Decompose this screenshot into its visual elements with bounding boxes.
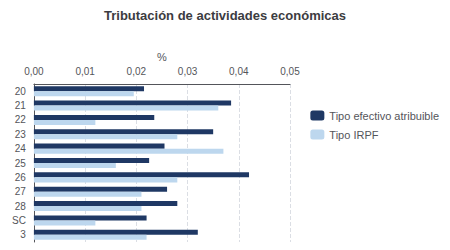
svg-text:3: 3	[20, 229, 26, 240]
svg-text:Tributación de actividades eco: Tributación de actividades económicas	[104, 8, 346, 23]
svg-text:27: 27	[15, 186, 27, 197]
svg-text:24: 24	[15, 143, 27, 154]
svg-text:%: %	[157, 51, 167, 63]
svg-text:26: 26	[15, 172, 27, 183]
svg-text:28: 28	[15, 201, 27, 212]
svg-text:Tipo efectivo atribuible: Tipo efectivo atribuible	[329, 110, 439, 122]
svg-text:0,00: 0,00	[24, 66, 44, 77]
svg-text:20: 20	[15, 86, 27, 97]
svg-text:0,01: 0,01	[75, 66, 95, 77]
svg-text:0,05: 0,05	[280, 66, 300, 77]
svg-text:SC: SC	[12, 215, 26, 226]
svg-text:0,02: 0,02	[127, 66, 147, 77]
svg-text:0,03: 0,03	[178, 66, 198, 77]
svg-text:21: 21	[15, 100, 27, 111]
svg-text:25: 25	[15, 158, 27, 169]
svg-text:Tipo IRPF: Tipo IRPF	[329, 129, 378, 141]
svg-text:23: 23	[15, 129, 27, 140]
svg-text:0,04: 0,04	[229, 66, 249, 77]
svg-text:22: 22	[15, 114, 27, 125]
